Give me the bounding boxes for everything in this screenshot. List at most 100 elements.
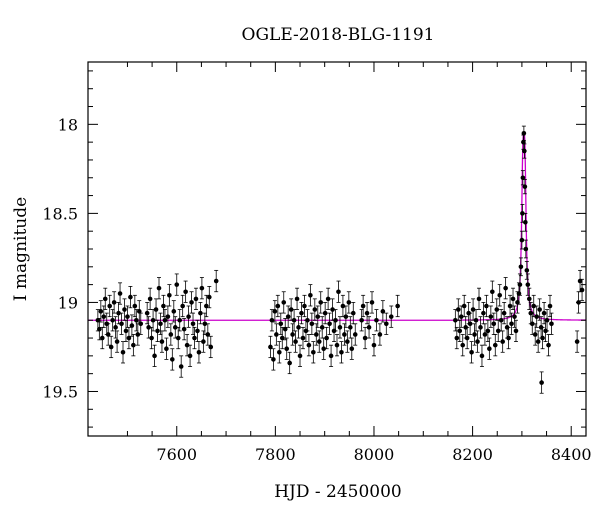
data-point [285,314,291,319]
data-point [541,310,547,316]
data-point [120,349,126,355]
data-point [513,328,519,334]
data-point [107,303,112,309]
data-point [308,293,313,298]
data-point [155,328,160,334]
data-point [369,300,375,305]
data-point [337,325,343,330]
data-point [517,282,523,287]
data-point [162,317,168,323]
data-point [519,237,525,243]
data-point [476,296,482,302]
y-tick-label: 18 [58,115,78,134]
data-point [342,332,347,337]
data-point [522,184,528,189]
data-point [327,321,332,327]
data-point [506,335,511,341]
data-point [287,360,292,366]
data-point [520,211,525,216]
data-point [352,332,358,337]
data-point [102,296,108,302]
data-point [180,303,185,309]
data-point [469,349,474,355]
x-tick-label: 8400 [551,445,592,464]
data-point [339,349,344,355]
data-point [574,339,580,344]
data-point [128,294,133,300]
data-point [482,332,488,337]
data-point [268,344,273,350]
data-point [111,300,117,305]
data-point [192,335,197,341]
data-point [380,309,386,314]
data-point [467,321,473,327]
data-point [193,296,199,302]
data-point [195,328,200,334]
data-point [161,303,166,309]
data-point [461,303,467,309]
data-point [546,342,551,348]
data-point [325,296,331,302]
data-point [518,264,524,270]
data-point [529,321,535,327]
data-point [129,323,135,328]
data-point [487,346,492,352]
data-point [321,346,326,352]
data-point [512,314,517,319]
data-point [395,303,400,309]
data-point [282,326,288,332]
y-axis-label: I magnitude [11,197,31,301]
data-point [350,310,356,316]
data-point [269,317,275,323]
data-point [136,309,142,314]
data-point [278,321,284,327]
data-point [315,314,321,319]
data-point [318,300,324,305]
data-point [384,321,389,327]
data-point [272,309,278,314]
data-point [481,310,486,316]
data-point [150,317,156,323]
data-point [202,321,208,327]
data-point [509,321,514,327]
data-point [135,332,141,337]
data-point [330,307,335,312]
data-point [284,346,290,352]
data-point [343,314,349,319]
data-point [125,314,130,319]
data-point [346,300,352,305]
data-point [495,328,501,334]
data-point [492,342,498,348]
data-point [178,364,184,369]
data-point [274,332,279,337]
plot-area [88,125,586,394]
data-point [453,317,458,323]
data-point [196,349,202,355]
data-point [181,326,187,332]
chart-title: OGLE-2018-BLG-1191 [242,25,435,45]
data-point [293,339,298,344]
data-point [201,339,206,344]
data-point [524,268,530,273]
data-point [534,314,539,319]
data-point [473,317,479,323]
data-point [309,321,315,327]
data-point [97,326,102,332]
data-point [498,317,504,323]
data-point [537,307,542,312]
data-point [549,321,554,327]
data-point [316,339,322,344]
data-point [360,303,366,309]
data-point [114,339,120,344]
data-point [324,335,329,341]
data-point [147,296,153,302]
data-point [523,246,529,252]
data-point [171,309,177,314]
data-point [521,139,526,145]
data-point [305,317,310,323]
data-point [540,335,545,341]
data-point [132,303,138,309]
data-point [199,285,205,291]
y-tick-label: 18.5 [42,204,78,223]
